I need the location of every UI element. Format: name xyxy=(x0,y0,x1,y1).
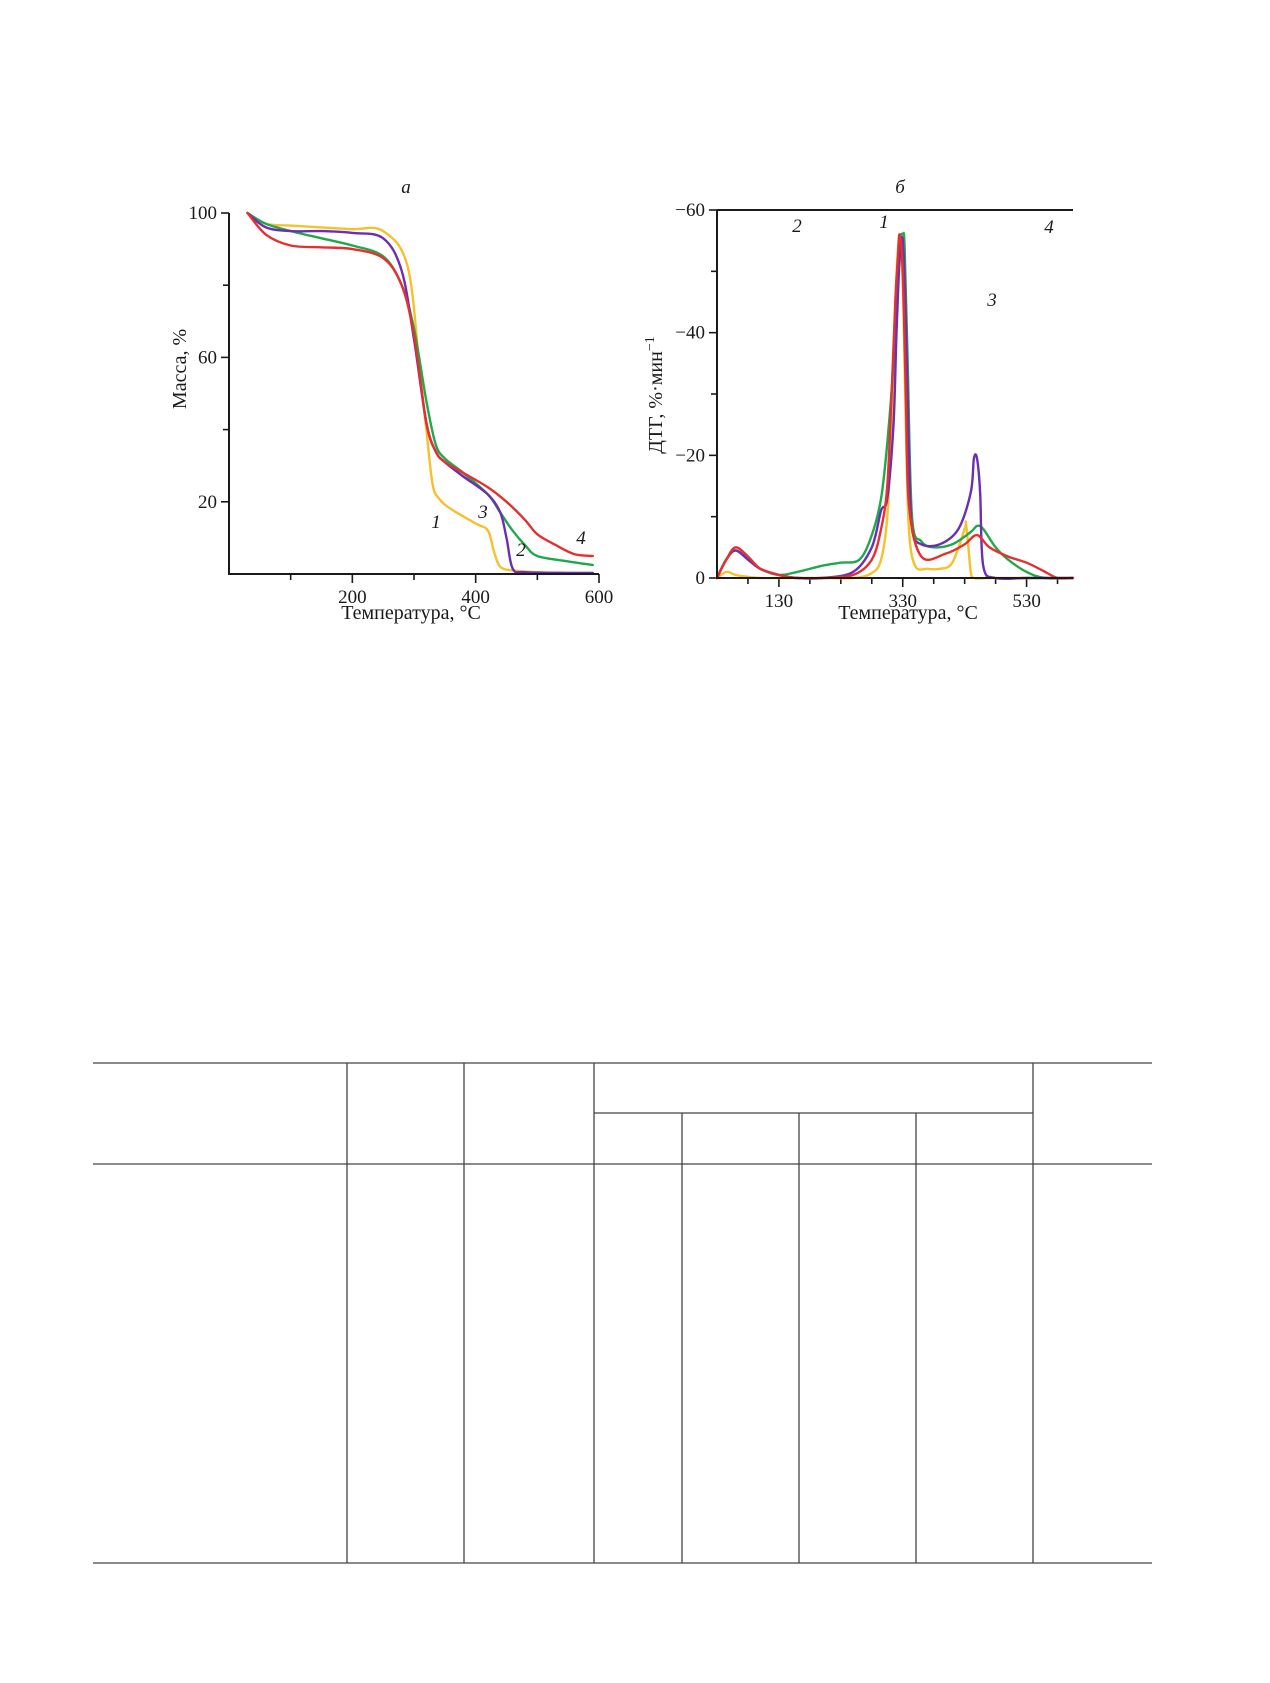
curve-label-2: 2 xyxy=(516,540,526,561)
series-line-4 xyxy=(246,211,594,558)
chart-a-y-axis-label: Масса, % xyxy=(169,329,191,409)
curve-label-4: 4 xyxy=(576,528,586,549)
curve-label-3: 3 xyxy=(986,290,997,311)
chart-b-x-axis-label: Температура, °C xyxy=(838,602,978,624)
chart-b-panel-label: б xyxy=(895,177,906,198)
empty-table-grid xyxy=(93,1062,1152,1564)
chart-a-x-axis-label: Температура, °C xyxy=(341,602,481,624)
y-tick-label: −40 xyxy=(675,323,705,344)
chart-a-series xyxy=(246,211,594,575)
x-tick-label: 400 xyxy=(461,587,490,608)
chart-a-axes xyxy=(228,213,599,575)
x-tick-label: 530 xyxy=(1012,591,1041,612)
y-tick-label: 100 xyxy=(189,203,218,224)
y-tick-label: 20 xyxy=(198,492,217,513)
y-tick-label: 60 xyxy=(198,347,217,368)
chart-a-mass: а Температура, °C Масса, % 200 400 600 20 60… xyxy=(169,177,613,624)
curve-label-3: 3 xyxy=(477,502,488,523)
y-tick-label: −60 xyxy=(675,200,705,221)
curve-label-2: 2 xyxy=(792,216,802,237)
chart-b-series xyxy=(715,231,1075,581)
chart-b-y-axis-label-text: ДТГ, %·мин xyxy=(645,351,667,454)
curve-label-1: 1 xyxy=(879,212,889,233)
curve-label-4: 4 xyxy=(1044,217,1054,238)
curve-label-1: 1 xyxy=(431,512,441,533)
chart-b-curve-labels: 1 2 3 4 xyxy=(792,212,1054,311)
chart-a-ticks: 200 400 600 20 60 100 xyxy=(189,203,614,608)
y-tick-label: −20 xyxy=(675,445,705,466)
chart-b-axes xyxy=(716,209,1073,579)
x-tick-label: 600 xyxy=(585,587,614,608)
series-line-4 xyxy=(715,233,1075,580)
chart-b-ticks: 130 330 530 0 −20 −40 −60 xyxy=(675,200,1059,612)
chart-a-curve-labels: 1 2 3 4 xyxy=(431,502,586,561)
series-line-2 xyxy=(246,211,594,567)
chart-b-y-axis-label: ДТГ, %·мин−1 xyxy=(643,336,667,453)
chart-a-panel-label: а xyxy=(401,177,411,198)
x-tick-label: 200 xyxy=(338,587,367,608)
series-line-3 xyxy=(246,211,594,575)
x-tick-label: 130 xyxy=(765,591,794,612)
chart-b-dtg: б Температура, °C ДТГ, %·мин−1 130 330 530… xyxy=(643,177,1075,624)
x-tick-label: 330 xyxy=(888,591,917,612)
chart-b-y-axis-label-superscript: −1 xyxy=(643,336,658,351)
y-tick-label: 0 xyxy=(696,568,706,589)
series-line-1 xyxy=(246,211,594,575)
